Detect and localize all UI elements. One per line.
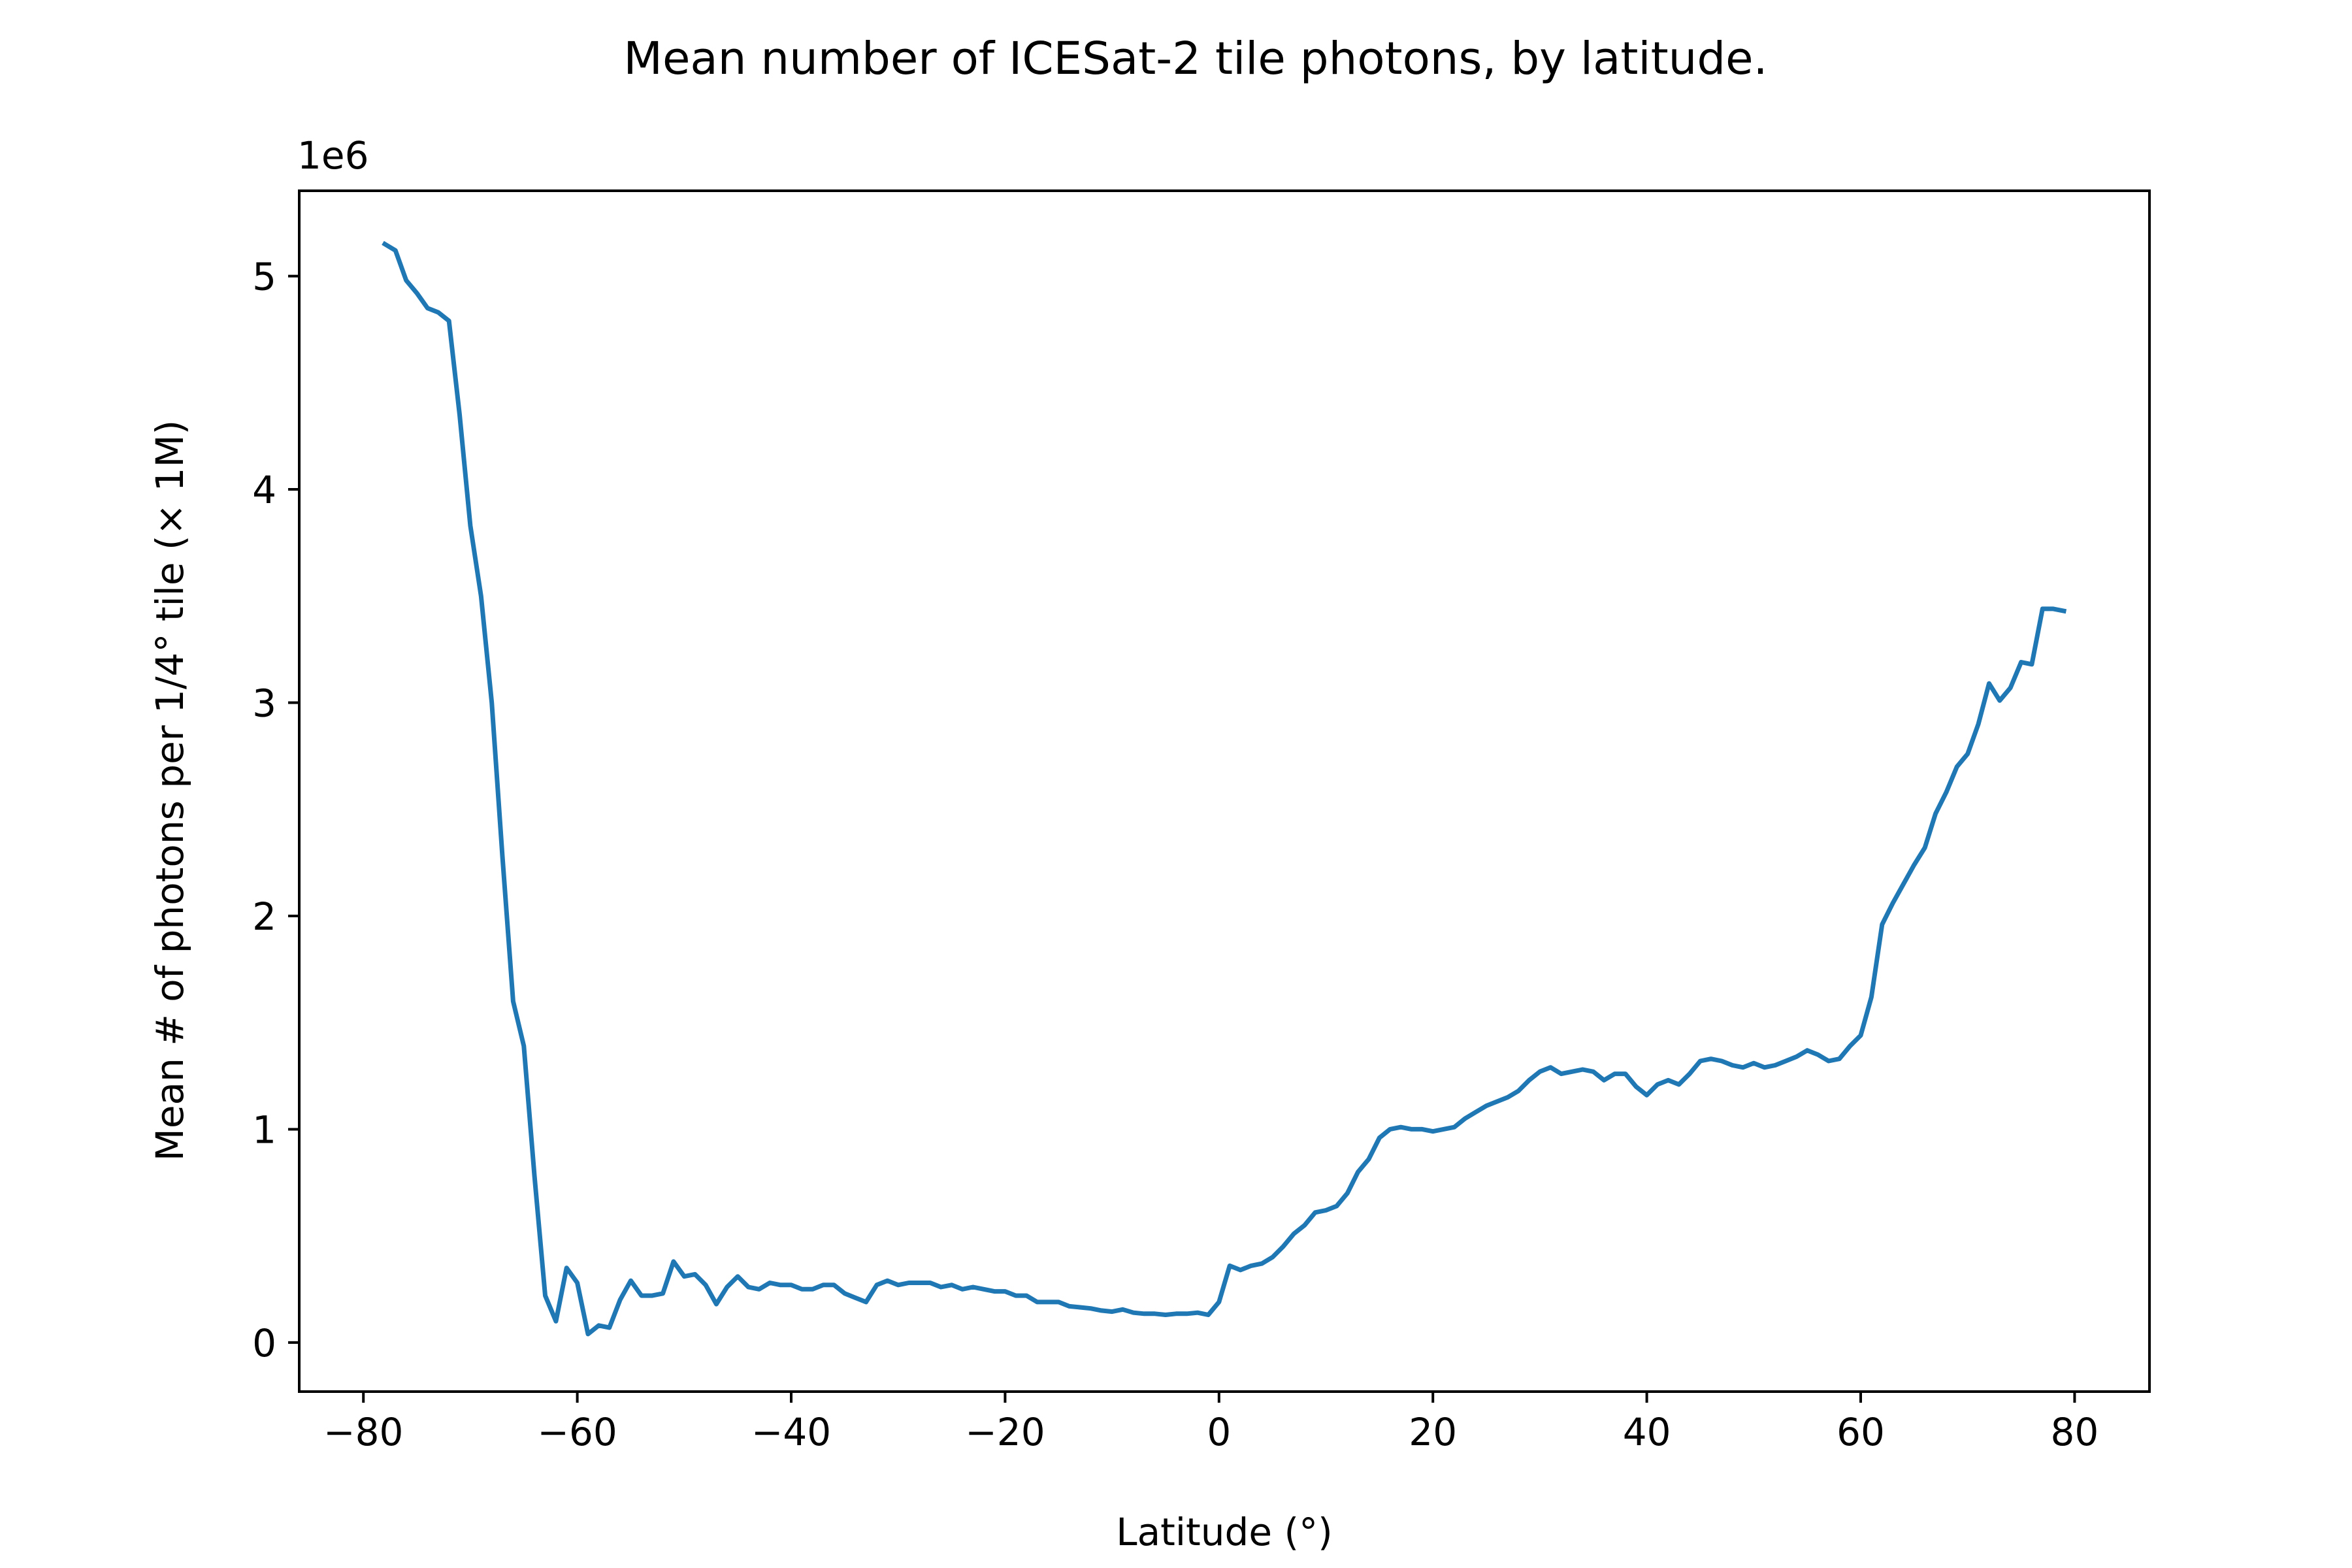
x-tick-label: 0 [1207,1410,1231,1454]
y-tick-label: 0 [252,1321,276,1365]
x-axis-label: Latitude (°) [1116,1510,1332,1554]
plot-frame [298,189,2151,1393]
y-offset-label: 1e6 [297,133,369,178]
y-tick-label: 2 [252,894,276,939]
x-tick-label: 80 [2051,1410,2099,1454]
y-axis-label: Mean # of photons per 1/4° tile (× 1M) [148,420,192,1161]
y-tick-label: 1 [252,1107,276,1152]
y-axis-ticks: 0 1 2 3 4 5 [252,255,299,1365]
chart-title: Mean number of ICESat-2 tile photons, by… [623,33,1767,85]
y-tick-label: 5 [252,255,276,299]
x-tick-label: 40 [1623,1410,1671,1454]
x-tick-label: −20 [965,1410,1045,1454]
x-tick-label: −40 [751,1410,831,1454]
x-tick-label: 20 [1409,1410,1457,1454]
y-tick-label: 3 [252,681,276,726]
plot-data-area [382,240,2067,1337]
x-tick-label: −80 [323,1410,403,1454]
series-line [382,240,2067,1337]
x-tick-label: −60 [537,1410,617,1454]
y-tick-label: 4 [252,468,276,512]
x-tick-label: 60 [1837,1410,1885,1454]
x-axis-ticks: −80 −60 −40 −20 0 20 40 60 80 [323,1392,2099,1454]
